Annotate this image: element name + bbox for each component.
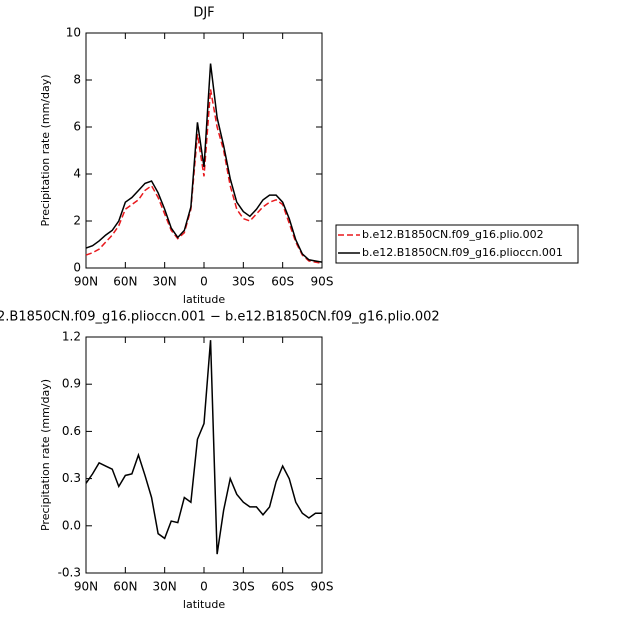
y-axis-label: Precipitation rate (mm/day) [39, 74, 52, 226]
x-tick-label: 30S [232, 580, 255, 594]
series-line [85, 89, 323, 265]
y-tick-label: 0 [73, 261, 81, 275]
y-tick-label: 4 [73, 167, 81, 181]
x-tick-label: 90S [311, 580, 334, 594]
y-tick-label: 1.2 [62, 330, 81, 344]
y-axis-label: Precipitation rate (mm/day) [39, 379, 52, 531]
x-tick-label: 90N [74, 275, 98, 289]
x-axis-label: latitude [183, 293, 225, 306]
chart-title: b.e12.B1850CN.f09_g16.plioccn.001 − b.e1… [0, 310, 440, 325]
series-line [85, 340, 322, 555]
x-tick-label: 30S [232, 275, 255, 289]
legend-label: b.e12.B1850CN.f09_g16.plio.002 [362, 228, 544, 241]
y-tick-label: 0.3 [62, 471, 81, 485]
x-tick-label: 30N [153, 275, 177, 289]
plot-frame [85, 336, 323, 574]
y-tick-label: 10 [66, 26, 81, 40]
series-line [85, 63, 323, 263]
y-tick-label: 0.9 [62, 377, 81, 391]
y-tick-label: 8 [73, 73, 81, 87]
plot-frame [85, 32, 323, 269]
x-tick-label: 30N [153, 580, 177, 594]
x-tick-label: 60N [113, 275, 137, 289]
x-tick-label: 60N [113, 580, 137, 594]
y-tick-label: 0.0 [62, 518, 81, 532]
y-tick-label: 2 [73, 214, 81, 228]
x-tick-label: 90S [311, 275, 334, 289]
x-tick-label: 0 [200, 275, 208, 289]
x-tick-label: 60S [271, 580, 294, 594]
legend-label: b.e12.B1850CN.f09_g16.plioccn.001 [362, 246, 563, 259]
y-tick-label: 6 [73, 120, 81, 134]
legend-box [335, 224, 579, 264]
x-tick-label: 60S [271, 275, 294, 289]
x-axis-label: latitude [183, 598, 225, 611]
chart-title: DJF [193, 6, 214, 21]
x-tick-label: 90N [74, 580, 98, 594]
y-tick-label: -0.3 [58, 566, 81, 580]
y-tick-label: 0.6 [62, 424, 81, 438]
x-tick-label: 0 [200, 580, 208, 594]
